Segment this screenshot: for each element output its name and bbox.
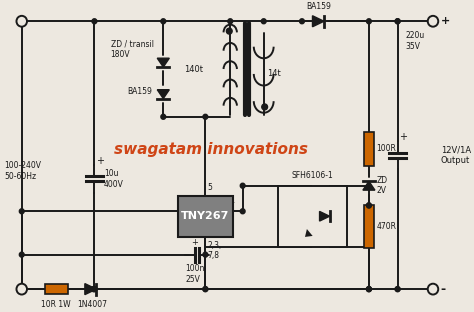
- Bar: [364, 205, 374, 248]
- Circle shape: [261, 19, 266, 24]
- Circle shape: [92, 19, 97, 24]
- Text: 100R: 100R: [376, 144, 396, 153]
- Circle shape: [228, 19, 233, 24]
- Text: 12V/1A
Output: 12V/1A Output: [441, 145, 471, 165]
- Circle shape: [395, 287, 400, 292]
- Bar: [178, 196, 233, 237]
- Circle shape: [92, 287, 97, 292]
- Circle shape: [203, 287, 208, 292]
- Bar: [45, 284, 68, 294]
- Text: SFH6106-1: SFH6106-1: [292, 171, 333, 180]
- Circle shape: [366, 203, 371, 208]
- Circle shape: [17, 16, 27, 27]
- Polygon shape: [312, 16, 324, 27]
- Polygon shape: [319, 212, 329, 221]
- Text: 1: 1: [180, 197, 184, 206]
- Circle shape: [428, 16, 438, 27]
- Text: +: +: [191, 238, 198, 247]
- Circle shape: [240, 209, 245, 214]
- Bar: [364, 132, 374, 166]
- Circle shape: [19, 252, 24, 257]
- Polygon shape: [305, 229, 313, 237]
- Polygon shape: [157, 90, 169, 99]
- Circle shape: [240, 183, 245, 188]
- Bar: [278, 186, 347, 247]
- Text: 14t: 14t: [267, 70, 281, 78]
- Text: 10u
400V: 10u 400V: [104, 169, 124, 188]
- Circle shape: [395, 19, 400, 24]
- Text: 4: 4: [229, 197, 234, 206]
- Circle shape: [92, 287, 97, 292]
- Text: ZD / transil
180V: ZD / transil 180V: [111, 39, 154, 59]
- Polygon shape: [157, 58, 169, 67]
- Circle shape: [300, 19, 304, 24]
- Text: +: +: [441, 16, 450, 26]
- Circle shape: [366, 287, 371, 292]
- Text: 2,3,
7,8: 2,3, 7,8: [207, 241, 222, 260]
- Circle shape: [227, 28, 232, 34]
- Circle shape: [161, 114, 166, 119]
- Text: 100n
25V: 100n 25V: [185, 265, 205, 284]
- Circle shape: [203, 252, 208, 257]
- Text: swagatam innovations: swagatam innovations: [114, 142, 308, 157]
- Circle shape: [395, 19, 400, 24]
- Circle shape: [395, 287, 400, 292]
- Circle shape: [203, 114, 208, 119]
- Circle shape: [428, 284, 438, 295]
- Circle shape: [366, 287, 371, 292]
- Circle shape: [366, 19, 371, 24]
- Text: +: +: [400, 133, 408, 143]
- Circle shape: [262, 104, 267, 110]
- Text: -: -: [441, 283, 446, 295]
- Circle shape: [366, 203, 371, 208]
- Text: 5: 5: [207, 183, 212, 192]
- Polygon shape: [363, 181, 375, 190]
- Text: 1N4007: 1N4007: [78, 300, 108, 309]
- Text: 470R: 470R: [376, 222, 397, 231]
- Text: 100-240V
50-60Hz: 100-240V 50-60Hz: [5, 161, 42, 181]
- Text: +: +: [96, 156, 104, 166]
- Text: TNY267: TNY267: [181, 211, 229, 221]
- Text: BA159: BA159: [307, 2, 332, 12]
- Circle shape: [161, 19, 166, 24]
- Text: BA159: BA159: [127, 87, 152, 96]
- Circle shape: [19, 209, 24, 214]
- Text: 10R 1W: 10R 1W: [41, 300, 71, 309]
- Text: 220u
35V: 220u 35V: [405, 31, 425, 51]
- Circle shape: [17, 284, 27, 295]
- Circle shape: [91, 287, 96, 292]
- Circle shape: [203, 287, 208, 292]
- Polygon shape: [85, 284, 96, 295]
- Text: ZD
2V: ZD 2V: [376, 176, 388, 195]
- Circle shape: [366, 287, 371, 292]
- Text: 140t: 140t: [184, 65, 203, 74]
